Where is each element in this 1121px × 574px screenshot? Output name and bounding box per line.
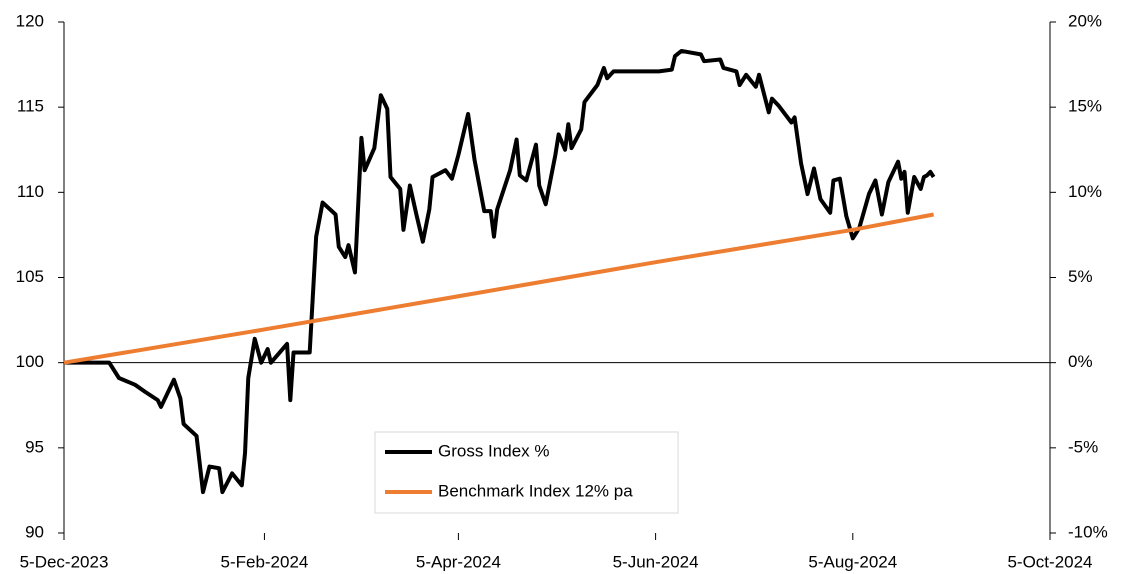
x-tick-label: 5-Apr-2024 <box>416 552 501 571</box>
legend-label: Gross Index % <box>438 441 550 460</box>
y-tick-label: 90 <box>25 522 44 541</box>
y-tick-label: 115 <box>17 97 44 116</box>
y2-tick-label: -5% <box>1068 437 1098 456</box>
x-tick-label: 5-Oct-2024 <box>1007 552 1092 571</box>
y-tick-label: 105 <box>16 267 44 286</box>
x-tick-label: 5-Feb-2024 <box>220 552 308 571</box>
y2-tick-label: 10% <box>1068 182 1102 201</box>
series-line <box>64 48 936 495</box>
y-tick-label: 95 <box>25 437 44 456</box>
y2-tick-label: 5% <box>1068 267 1093 286</box>
y2-tick-label: 0% <box>1068 352 1093 371</box>
y-tick-label: 100 <box>16 352 44 371</box>
x-tick-label: 5-Dec-2023 <box>20 552 109 571</box>
x-tick-label: 5-Aug-2024 <box>808 552 897 571</box>
y2-tick-label: -10% <box>1068 522 1108 541</box>
y2-tick-label: 15% <box>1068 97 1102 116</box>
series-line <box>63 212 934 365</box>
legend-box <box>374 431 679 514</box>
x-tick-label: 5-Jun-2024 <box>613 552 699 571</box>
y-tick-label: 120 <box>16 11 44 30</box>
legend-label: Benchmark Index 12% pa <box>438 481 633 500</box>
y2-tick-label: 20% <box>1068 11 1102 30</box>
y-tick-label: 110 <box>17 182 44 201</box>
